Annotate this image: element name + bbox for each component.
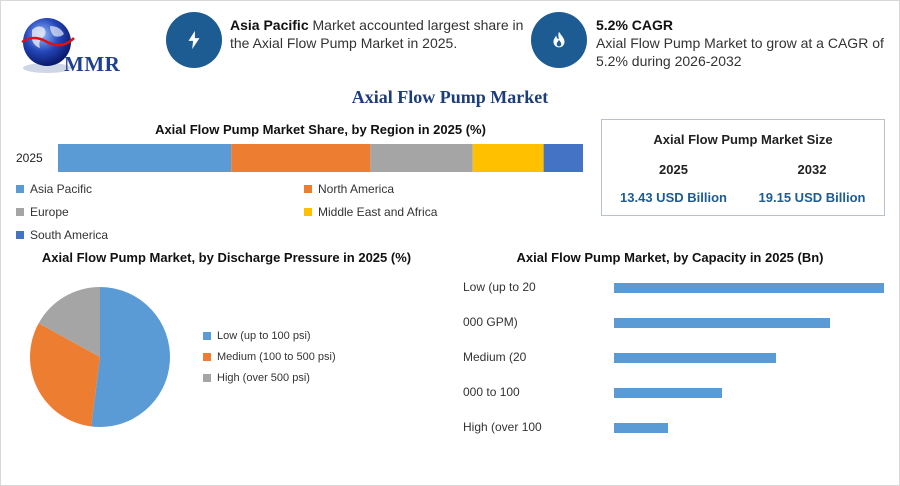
market-size-box: Axial Flow Pump Market Size 2025 2032 13… [601,119,885,216]
pie-slice-medium [29,323,100,427]
region-segment-asia-pacific [58,144,232,172]
legend-low-pressure: Low (up to 100 psi) [203,330,311,342]
region-segment-south-america [543,144,583,172]
highlight-cagr: 5.2% CAGR Axial Flow Pump Market to grow… [596,16,886,70]
capacity-bar [614,283,884,293]
highlight-region-text: Market accounted largest share in the Ax… [230,17,524,51]
pressure-pie-chart [29,287,170,427]
legend-label-asia-pacific: Asia Pacific [30,182,93,196]
main-title: Axial Flow Pump Market [351,87,549,107]
swatch-south-america [16,231,24,239]
capacity-bar-label: 000 to 100 [463,385,520,399]
legend-label-europe: Europe [30,205,69,219]
swatch-north-america [304,185,312,193]
legend-medium-pressure: Medium (100 to 500 psi) [203,351,336,363]
legend-high-pressure: High (over 500 psi) [203,372,310,384]
highlight-cagr-bold: 5.2% CAGR [596,17,674,33]
swatch-low [203,332,211,340]
legend-label-mea: Middle East and Africa [318,205,438,219]
swatch-asia-pacific [16,185,24,193]
legend-label-medium: Medium (100 to 500 psi) [217,351,336,363]
legend-label-south-america: South America [30,228,109,242]
legend-europe: Europe [16,205,69,219]
pie-slice-high [38,287,100,357]
legend-north-america: North America [304,182,394,196]
capacity-bar [614,388,722,398]
capacity-chart-title: Axial Flow Pump Market, by Capacity in 2… [516,250,824,265]
highlight-region-bold: Asia Pacific [230,17,309,33]
region-stacked-bar [58,144,583,172]
region-segment-europe [370,144,473,172]
globe-icon [21,18,75,73]
capacity-bar-label: 000 GPM) [463,315,518,329]
mmr-logo: MMR [14,12,139,78]
legend-south-america: South America [16,228,108,242]
market-size-value-2032: 19.15 USD Billion [758,190,866,205]
legend-label-north-america: North America [318,182,395,196]
flame-icon [531,12,587,68]
swatch-mea [304,208,312,216]
region-year-label: 2025 [16,151,43,165]
market-size-year-2032: 2032 [797,162,827,177]
market-size-value-2025: 13.43 USD Billion [620,190,727,205]
capacity-bar-chart: Low (up to 20 000 GPM) Medium (20 000 to 10… [463,274,893,444]
capacity-bar-label: Medium (20 [463,350,527,364]
pressure-chart-title: Axial Flow Pump Market, by Discharge Pre… [41,250,412,265]
highlight-region: Asia Pacific Market accounted largest sh… [230,16,530,52]
swatch-medium [203,353,211,361]
capacity-bar [614,318,830,328]
legend-middle-east-africa: Middle East and Africa [304,205,437,219]
region-segment-north-america [231,144,371,172]
region-segment-middle-east-and-africa [472,144,544,172]
region-chart-title: Axial Flow Pump Market Share, by Region … [155,122,486,137]
highlight-cagr-text: Axial Flow Pump Market to grow at a CAGR… [596,35,884,69]
legend-label-high: High (over 500 psi) [217,372,310,384]
market-size-title: Axial Flow Pump Market Size [653,132,833,147]
logo-text: MMR [64,52,121,76]
swatch-high [203,374,211,382]
pie-slice-low [91,287,170,427]
capacity-bar [614,423,668,433]
capacity-bar-label: Low (up to 20 [463,280,536,294]
legend-label-low: Low (up to 100 psi) [217,330,311,342]
legend-asia-pacific: Asia Pacific [16,182,92,196]
lightning-icon [166,12,222,68]
swatch-europe [16,208,24,216]
capacity-bar-label: High (over 100 [463,420,542,434]
capacity-bar [614,353,776,363]
market-size-year-2025: 2025 [659,162,688,177]
